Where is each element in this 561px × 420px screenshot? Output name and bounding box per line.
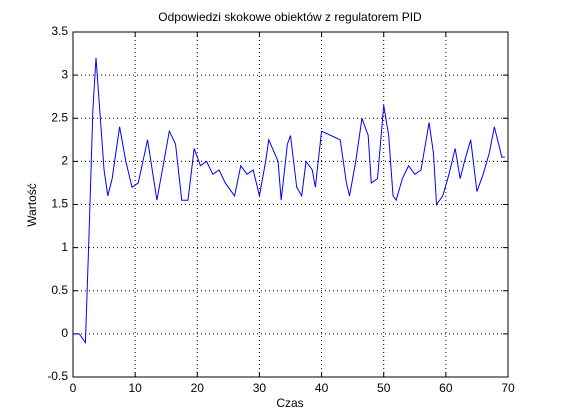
x-tick-label: 40 <box>315 381 329 395</box>
y-tick-label: 3.5 <box>51 24 68 38</box>
x-tick-label: 60 <box>439 381 453 395</box>
y-tick-label: 3 <box>61 67 68 81</box>
y-tick-label: 2 <box>61 154 68 168</box>
x-tick-label: 50 <box>377 381 391 395</box>
y-axis-label: Wartość <box>25 183 39 227</box>
x-tick-label: 70 <box>501 381 515 395</box>
x-tick-label: 20 <box>191 381 205 395</box>
x-axis-label: Czas <box>276 396 303 410</box>
x-tick-label: 10 <box>128 381 142 395</box>
data-line <box>73 57 505 344</box>
x-tick-label: 30 <box>253 381 267 395</box>
y-tick-label: -0.5 <box>47 369 68 383</box>
y-tick-label: 1 <box>61 240 68 254</box>
plot-area <box>72 31 509 378</box>
y-tick-label: 1.5 <box>51 197 68 211</box>
y-tick-label: 0 <box>61 326 68 340</box>
x-tick-label: 0 <box>70 381 77 395</box>
y-tick-label: 0.5 <box>51 283 68 297</box>
chart-title: Odpowiedzi skokowe obiektów z regulatore… <box>158 10 422 24</box>
y-tick-label: 2.5 <box>51 110 68 124</box>
